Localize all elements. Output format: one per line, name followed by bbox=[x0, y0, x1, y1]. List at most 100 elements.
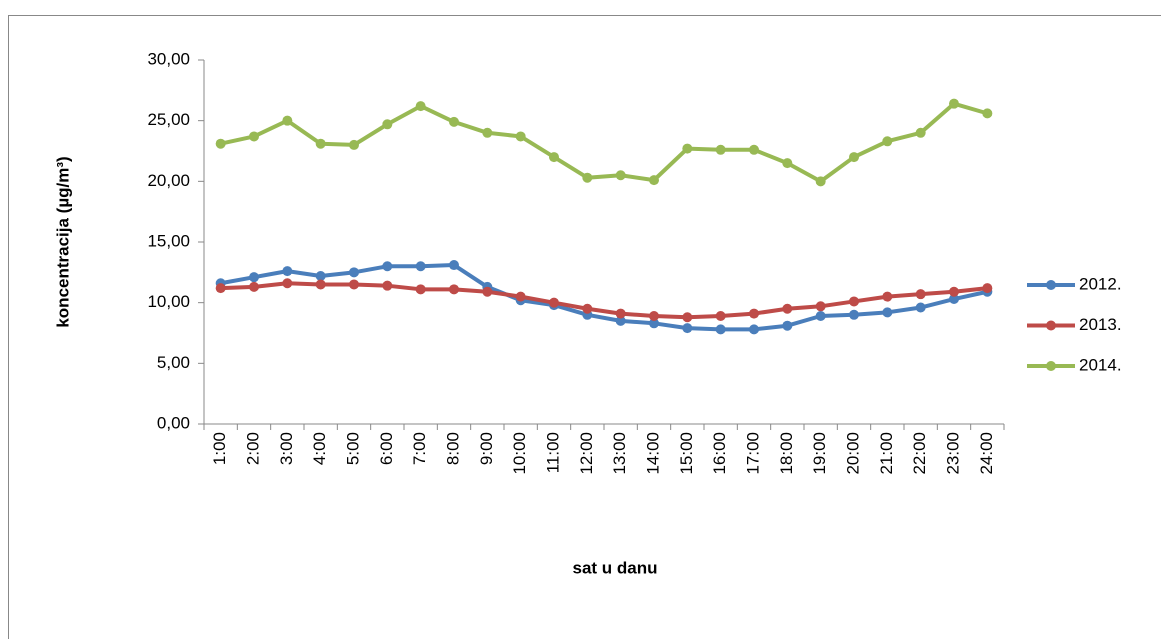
data-point bbox=[649, 318, 659, 329]
data-point bbox=[849, 296, 859, 307]
data-point bbox=[382, 261, 393, 272]
y-tick-label: 0,00 bbox=[157, 413, 190, 432]
series-line bbox=[220, 263, 988, 332]
x-tick-label: 13:00 bbox=[610, 432, 629, 475]
x-tick-label: 15:00 bbox=[677, 432, 696, 475]
x-tick-label: 6:00 bbox=[377, 432, 396, 465]
data-point bbox=[215, 283, 226, 294]
data-point bbox=[582, 303, 593, 314]
data-point bbox=[882, 136, 893, 147]
data-point bbox=[515, 131, 526, 142]
legend-label: 2014. bbox=[1079, 355, 1122, 374]
data-point bbox=[615, 170, 626, 181]
data-point bbox=[715, 324, 726, 335]
data-point bbox=[282, 266, 293, 277]
data-point bbox=[449, 116, 459, 127]
data-point bbox=[715, 311, 726, 322]
data-point bbox=[649, 175, 659, 186]
x-tick-label: 17:00 bbox=[743, 432, 762, 475]
y-tick-label: 20,00 bbox=[147, 171, 190, 190]
data-point bbox=[315, 279, 326, 290]
data-point bbox=[849, 309, 859, 320]
x-tick-label: 19:00 bbox=[810, 432, 829, 475]
x-tick-label: 14:00 bbox=[643, 432, 662, 475]
x-tick-label: 7:00 bbox=[410, 432, 429, 465]
data-point bbox=[449, 260, 459, 271]
series-line bbox=[220, 281, 988, 320]
y-tick-label: 30,00 bbox=[147, 49, 190, 68]
data-point bbox=[682, 143, 693, 154]
data-point bbox=[815, 176, 826, 187]
x-tick-label: 12:00 bbox=[577, 432, 596, 475]
data-point bbox=[982, 283, 993, 294]
data-point bbox=[615, 308, 626, 319]
legend-label: 2012. bbox=[1079, 274, 1122, 293]
x-tick-label: 16:00 bbox=[710, 432, 729, 475]
data-point bbox=[749, 324, 759, 335]
x-tick-label: 9:00 bbox=[477, 432, 496, 465]
data-point bbox=[815, 301, 826, 312]
data-point bbox=[382, 119, 393, 130]
x-tick-label: 24:00 bbox=[977, 432, 996, 475]
y-tick-label: 25,00 bbox=[147, 110, 190, 129]
data-point bbox=[782, 158, 793, 169]
data-point bbox=[682, 312, 693, 323]
data-point bbox=[915, 289, 926, 300]
x-tick-label: 8:00 bbox=[443, 432, 462, 465]
data-point bbox=[382, 280, 393, 291]
legend-marker bbox=[1046, 280, 1056, 290]
data-point bbox=[315, 270, 326, 281]
data-point bbox=[215, 138, 226, 149]
data-point bbox=[249, 281, 259, 292]
data-point bbox=[882, 307, 893, 318]
data-point bbox=[549, 297, 559, 308]
data-point bbox=[615, 315, 626, 326]
data-point bbox=[715, 144, 726, 155]
x-axis-label: sat u danu bbox=[572, 558, 657, 577]
data-point bbox=[349, 279, 359, 290]
data-point bbox=[449, 284, 459, 295]
data-point bbox=[782, 303, 793, 314]
data-point bbox=[915, 302, 926, 313]
data-point bbox=[682, 323, 693, 334]
data-point bbox=[649, 311, 659, 322]
data-point bbox=[749, 144, 759, 155]
data-point bbox=[349, 139, 359, 150]
data-point bbox=[349, 267, 359, 278]
data-point bbox=[282, 278, 293, 289]
x-tick-label: 4:00 bbox=[310, 432, 329, 465]
data-point bbox=[915, 127, 926, 138]
x-tick-label: 18:00 bbox=[777, 432, 796, 475]
data-point bbox=[949, 286, 959, 297]
data-point bbox=[815, 311, 826, 322]
x-tick-label: 23:00 bbox=[943, 432, 962, 475]
legend-marker bbox=[1046, 361, 1056, 371]
x-tick-label: 11:00 bbox=[543, 432, 562, 473]
y-tick-label: 15,00 bbox=[147, 231, 190, 250]
data-point bbox=[849, 152, 859, 163]
y-tick-label: 10,00 bbox=[147, 292, 190, 311]
x-tick-label: 22:00 bbox=[910, 432, 929, 475]
data-point bbox=[749, 308, 759, 319]
data-point bbox=[415, 101, 426, 112]
data-point bbox=[982, 108, 993, 119]
data-point bbox=[549, 152, 559, 163]
chart-border bbox=[8, 15, 1161, 639]
data-point bbox=[249, 131, 259, 142]
legend-marker bbox=[1046, 320, 1056, 331]
series-line bbox=[220, 101, 988, 184]
x-tick-label: 3:00 bbox=[277, 432, 296, 465]
data-point bbox=[515, 291, 526, 302]
data-point bbox=[782, 320, 793, 331]
data-point bbox=[315, 138, 326, 149]
data-point bbox=[482, 286, 493, 297]
data-point bbox=[949, 98, 959, 109]
x-tick-label: 5:00 bbox=[343, 432, 362, 465]
data-point bbox=[949, 294, 959, 305]
x-tick-label: 21:00 bbox=[877, 432, 896, 475]
data-point bbox=[882, 291, 893, 302]
data-point bbox=[482, 127, 493, 138]
data-point bbox=[249, 272, 259, 283]
